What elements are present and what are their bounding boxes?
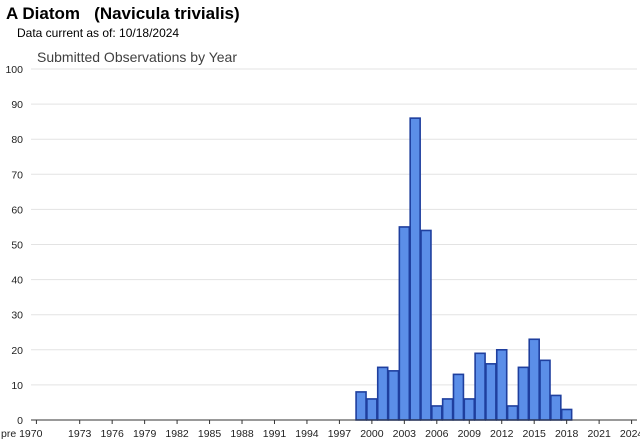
x-tick-label: 1991: [263, 428, 287, 440]
chart-title: Submitted Observations by Year: [37, 49, 237, 65]
bar-2005: [420, 229, 432, 421]
y-tick-label: 10: [11, 380, 23, 392]
x-tick-label: 2021: [587, 428, 611, 440]
x-tick-label: 2018: [555, 428, 579, 440]
x-tick-label: 2006: [425, 428, 449, 440]
y-tick-label: 80: [11, 134, 23, 146]
x-tick-label: 2000: [360, 428, 384, 440]
bar-2012: [495, 348, 508, 421]
y-tick-label: 100: [5, 64, 23, 76]
x-tick-label: 1985: [198, 428, 222, 440]
x-tick-label: 2012: [490, 428, 514, 440]
bar-2004: [409, 117, 421, 421]
x-tick-label: 2015: [523, 428, 547, 440]
y-axis-ticks: 0 10 20 30 40 50 60 70 80 90 100: [5, 64, 23, 427]
bar-2018: [560, 408, 573, 421]
x-tick-label: 2009: [458, 428, 482, 440]
x-tick-label: 1994: [295, 428, 319, 440]
bar-2006: [431, 405, 443, 421]
bars: [355, 117, 573, 421]
bar-2000: [366, 398, 378, 421]
bar-1999: [355, 391, 367, 421]
gridlines: [31, 68, 637, 386]
y-tick-label: 40: [11, 275, 23, 287]
x-tick-label: 2003: [393, 428, 417, 440]
x-axis-ticks: pre 1970 1973 1976 1979 1982 1985 1988 1991 1994…: [1, 420, 640, 440]
x-tick-label: 1979: [133, 428, 157, 440]
bar-2010: [474, 352, 486, 421]
x-tick-label: 1997: [328, 428, 352, 440]
data-date-subtitle: Data current as of: 10/18/2024: [17, 26, 180, 40]
bar-2014: [517, 366, 530, 421]
y-tick-label: 50: [11, 240, 23, 252]
bar-2017: [550, 394, 562, 421]
bar-2001: [376, 366, 389, 421]
y-tick-label: 30: [11, 310, 23, 322]
x-tick-label: 1976: [100, 428, 124, 440]
y-tick-label: 60: [11, 204, 23, 216]
bar-2003: [398, 226, 411, 421]
y-tick-label: 70: [11, 169, 23, 181]
bar-2011: [485, 363, 497, 421]
x-tick-label: pre 1970: [1, 428, 43, 440]
x-tick-label: 1973: [68, 428, 92, 440]
bar-2009: [463, 398, 476, 421]
bar-2016: [539, 359, 551, 421]
x-tick-label: 1982: [165, 428, 189, 440]
x-tick-label: 1988: [230, 428, 254, 440]
x-tick-label: 2024: [620, 428, 640, 440]
bar-2002: [387, 370, 400, 421]
bar-2015: [528, 338, 540, 421]
y-tick-label: 20: [11, 345, 23, 357]
page-title: A Diatom (Navicula trivialis): [6, 4, 240, 23]
y-tick-label: 90: [11, 99, 23, 111]
bar-2013: [506, 405, 519, 421]
y-tick-label: 0: [17, 415, 23, 427]
bar-2007: [441, 398, 454, 421]
bar-2008: [452, 373, 465, 421]
